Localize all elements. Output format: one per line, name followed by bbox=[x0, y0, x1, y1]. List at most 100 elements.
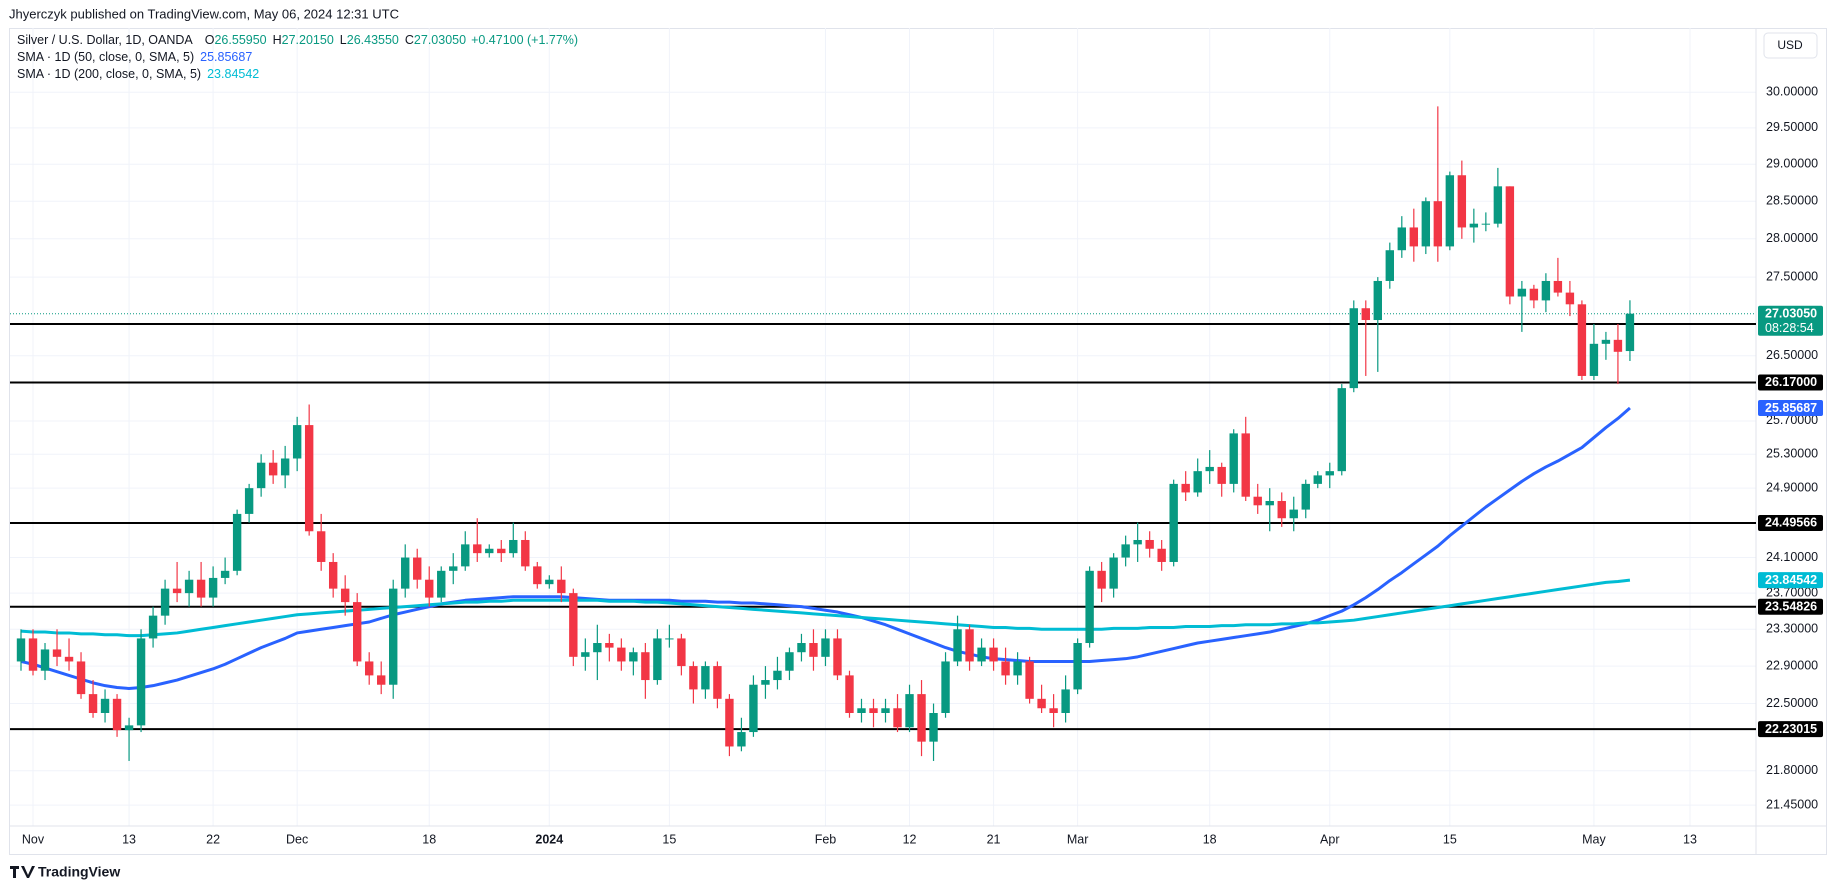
candle-body bbox=[340, 588, 350, 603]
candle-body bbox=[1481, 223, 1491, 225]
brand-name: TradingView bbox=[38, 864, 120, 880]
x-tick-label: 13 bbox=[122, 832, 136, 846]
candle-body bbox=[941, 661, 950, 713]
x-tick-label: 22 bbox=[206, 832, 220, 846]
candle-body bbox=[1037, 698, 1046, 709]
candle-body bbox=[280, 458, 290, 476]
candle-body bbox=[1289, 509, 1298, 519]
candle-body bbox=[148, 615, 158, 639]
currency-label: USD bbox=[1777, 38, 1803, 52]
level-tag: 22.23015 bbox=[1765, 722, 1817, 736]
candle-body bbox=[425, 579, 434, 598]
sma-tag-bg bbox=[1758, 400, 1823, 417]
candle-body bbox=[773, 670, 782, 681]
candle-body bbox=[521, 539, 530, 567]
candle-body bbox=[905, 694, 914, 728]
x-tick-label: 18 bbox=[1203, 832, 1217, 846]
candle-body bbox=[292, 425, 302, 459]
sma-legend: SMA · 1D (50, close, 0, SMA, 5) 25.85687 bbox=[17, 50, 252, 64]
candle-body bbox=[1193, 471, 1202, 493]
candle-body bbox=[1133, 539, 1142, 545]
x-tick-label: Dec bbox=[286, 832, 308, 846]
candle-body bbox=[328, 561, 338, 589]
candle-body bbox=[268, 462, 278, 476]
ohlc-legend: Silver / U.S. Dollar, 1D, OANDA O26.55950… bbox=[17, 33, 578, 47]
candle-body bbox=[112, 698, 122, 731]
candle-body bbox=[1397, 227, 1407, 251]
candle-body bbox=[1553, 280, 1563, 293]
candle-body bbox=[437, 570, 446, 598]
candle-body bbox=[1337, 388, 1346, 472]
x-tick-label: Nov bbox=[22, 832, 45, 846]
candle-body bbox=[893, 708, 902, 728]
y-tick-label: 24.90000 bbox=[1766, 480, 1818, 494]
candle-body bbox=[593, 643, 602, 653]
candle-body bbox=[809, 643, 818, 657]
candle-body bbox=[761, 680, 770, 685]
x-tick-label: 2024 bbox=[535, 832, 563, 846]
sma-legend-value: 23.84542 bbox=[207, 67, 259, 81]
candle-body bbox=[1229, 433, 1238, 484]
candle-body bbox=[917, 694, 926, 742]
candle-body bbox=[1181, 483, 1190, 493]
candle-body bbox=[64, 656, 74, 662]
level-tag-bg bbox=[1758, 598, 1823, 615]
sma-line bbox=[20, 578, 1631, 638]
publish-note: Jhyerczyk published on TradingView.com, … bbox=[9, 6, 399, 21]
candle-body bbox=[1541, 280, 1551, 301]
candle-body bbox=[833, 638, 842, 676]
candle-body bbox=[184, 579, 194, 594]
ohlc-key: L bbox=[340, 33, 347, 47]
candle-body bbox=[196, 579, 206, 598]
candle-body bbox=[977, 647, 986, 662]
candle-body bbox=[1625, 313, 1635, 352]
candle-body bbox=[1109, 557, 1118, 589]
ohlc-value: 26.55950 bbox=[214, 33, 266, 47]
candle-body bbox=[797, 643, 806, 653]
candle-body bbox=[1577, 304, 1587, 376]
currency-button-bg bbox=[1763, 32, 1818, 59]
candle-body bbox=[1433, 201, 1443, 247]
candle-body bbox=[1265, 500, 1274, 506]
candle-body bbox=[244, 488, 254, 514]
candle-body bbox=[629, 652, 638, 662]
sma-tag-bg bbox=[1758, 572, 1823, 589]
candle-body bbox=[220, 570, 230, 578]
currency-button[interactable]: USD bbox=[1763, 32, 1818, 59]
candle-body bbox=[1205, 466, 1214, 472]
level-tag: 24.49566 bbox=[1765, 516, 1817, 530]
candle-body bbox=[1121, 544, 1130, 558]
candle-body bbox=[1013, 661, 1022, 676]
candle-body bbox=[557, 579, 566, 594]
candle-body bbox=[1457, 175, 1467, 228]
x-tick-label: 15 bbox=[1443, 832, 1457, 846]
candle-body bbox=[485, 548, 494, 554]
candle-body bbox=[1469, 223, 1479, 228]
candle-body bbox=[76, 661, 86, 695]
candle-body bbox=[929, 712, 938, 742]
candle-body bbox=[737, 732, 746, 747]
candle-body bbox=[857, 708, 866, 713]
candle-body bbox=[1373, 280, 1382, 321]
candle-body bbox=[1025, 661, 1034, 699]
candle-body bbox=[821, 638, 830, 657]
candle-body bbox=[1073, 643, 1082, 690]
ohlc-key: H bbox=[273, 33, 282, 47]
candle-body bbox=[509, 539, 518, 554]
candle-body bbox=[689, 666, 698, 690]
candle-body bbox=[989, 647, 998, 662]
candle-body bbox=[749, 684, 758, 733]
x-tick-label: 13 bbox=[1683, 832, 1697, 846]
candle-body bbox=[88, 694, 98, 713]
x-tick-label: Feb bbox=[815, 832, 837, 846]
y-tick-label: 24.10000 bbox=[1766, 550, 1818, 564]
logo-icon bbox=[10, 866, 35, 878]
candle-body bbox=[1613, 339, 1623, 352]
candle-body bbox=[52, 649, 62, 657]
y-tick-label: 23.70000 bbox=[1766, 585, 1818, 599]
ohlc-key: O bbox=[205, 33, 215, 47]
x-tick-label: Mar bbox=[1067, 832, 1089, 846]
candle-body bbox=[953, 629, 962, 662]
y-tick-label: 27.50000 bbox=[1766, 269, 1818, 283]
